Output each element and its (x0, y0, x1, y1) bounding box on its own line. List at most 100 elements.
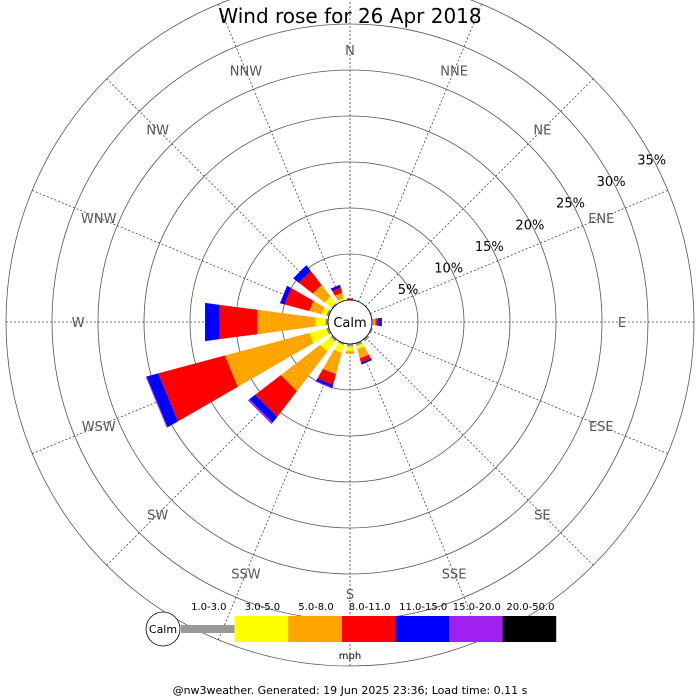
rose-bar-segment (315, 317, 326, 327)
direction-label: E (618, 316, 626, 331)
rose-bar-segment (317, 368, 336, 386)
rose-bar-segment (346, 346, 354, 352)
rose-bar-segment (309, 300, 325, 315)
direction-spoke (370, 330, 668, 455)
rose-bar-segment (326, 327, 331, 335)
rose-bar-segment (363, 335, 370, 342)
legend-swatch (181, 625, 235, 633)
direction-spoke (32, 189, 330, 314)
direction-label: SSE (442, 567, 467, 582)
radial-tick-label: 15% (475, 240, 504, 255)
calm-circle (327, 299, 373, 345)
direction-label: NNW (230, 65, 262, 80)
direction-label: SE (534, 508, 550, 523)
legend-bin-label: 11.0-15.0 (399, 602, 447, 613)
direction-label: ENE (588, 212, 614, 227)
rose-bar-segment (355, 341, 363, 346)
direction-label: S (346, 588, 354, 603)
chart-title: Wind rose for 26 Apr 2018 (218, 4, 482, 28)
legend-swatch (502, 616, 557, 642)
direction-label: SSW (231, 567, 261, 582)
rose-bar-segment (249, 394, 278, 423)
radial-tick-label: 20% (515, 218, 544, 233)
rose-bar-segment (284, 288, 314, 312)
radial-tick-label: 10% (434, 261, 463, 276)
legend-bin-label: 5.0-8.0 (298, 602, 333, 613)
rose-bar-segment (330, 284, 341, 291)
direction-spoke (106, 78, 335, 307)
direction-spoke (365, 78, 594, 307)
rose-bar-segment (326, 309, 331, 317)
direction-spoke (365, 337, 594, 566)
rose-bar-segment (316, 378, 334, 388)
rose-bar-segment (257, 309, 316, 335)
legend-swatch (449, 616, 503, 642)
rose-bar-segment (369, 327, 374, 334)
legend-bin-label: 1.0-3.0 (191, 602, 226, 613)
rose-bar-segment (145, 376, 168, 428)
direction-spoke (217, 342, 342, 640)
direction-spoke (217, 4, 342, 302)
legend-bin-label: 15.0-20.0 (453, 602, 501, 613)
radial-tick-label: 30% (597, 175, 626, 190)
rose-bar-segment (205, 302, 220, 342)
rose-bar-segment (247, 399, 273, 425)
direction-label: ESE (589, 420, 614, 435)
rose-bar-segment (346, 343, 354, 347)
direction-label: NE (533, 124, 551, 139)
legend-bin-label: 3.0-5.0 (245, 602, 280, 613)
legend-swatch (341, 616, 396, 642)
rose-bar-segment (325, 318, 329, 326)
legend-bin-label: 8.0-11.0 (349, 602, 391, 613)
direction-label: W (72, 316, 85, 331)
rose-bar-segment (357, 346, 369, 359)
rose-bar-segment (293, 265, 311, 283)
rose-bar-segment (331, 303, 337, 309)
rose-bar-segment (356, 343, 365, 350)
legend-bin-label: 20.0-50.0 (506, 602, 554, 613)
rose-bar-segment (315, 380, 333, 389)
rose-bar-segment (334, 292, 344, 301)
legend-calm-circle (145, 611, 181, 647)
footer-text: @nw3weather. Generated: 19 Jun 2025 23:3… (172, 684, 528, 697)
rose-bar-segment (279, 285, 292, 305)
radial-tick-label: 35% (637, 154, 666, 169)
direction-label: SW (147, 508, 168, 523)
rose-bar-segment (322, 349, 342, 375)
rose-bar-segment (309, 328, 329, 344)
rose-bar-segment (373, 318, 376, 326)
legend-swatch (395, 616, 449, 642)
rose-bar-segment (280, 344, 328, 392)
rose-bar-segment (219, 304, 258, 340)
legend-calm-label: Calm (149, 623, 177, 636)
rose-bar-segment (360, 358, 373, 365)
direction-label: NNE (440, 65, 468, 80)
legend-units-label: mph (339, 651, 361, 662)
rose-bar-segment (375, 318, 379, 326)
direction-label: WNW (81, 212, 117, 227)
rose-bar-segment (333, 342, 344, 354)
rose-bar-segment (224, 332, 314, 387)
legend-swatch (234, 616, 289, 642)
rose-bar-segment (255, 375, 297, 417)
rose-bar-segment (345, 351, 355, 354)
rose-bar-segment (312, 284, 331, 303)
direction-label: WSW (82, 420, 116, 435)
rose-bar-segment (330, 335, 337, 342)
direction-spoke (370, 189, 668, 314)
radial-tick-label: 25% (556, 197, 585, 212)
direction-spoke (358, 342, 483, 640)
rose-bar-segment (320, 337, 335, 352)
direction-label: NW (146, 124, 169, 139)
rose-bar-segment (298, 270, 322, 294)
radial-tick-label: 5% (398, 283, 419, 298)
rose-bar-segment (321, 307, 329, 316)
direction-spoke (358, 4, 483, 302)
direction-label: N (345, 44, 355, 59)
rose-bar-segment (324, 296, 336, 308)
rose-bar-segment (146, 373, 178, 428)
rose-bar-segment (338, 341, 345, 346)
rose-bar-segment (378, 317, 382, 327)
calm-label: Calm (333, 316, 366, 331)
